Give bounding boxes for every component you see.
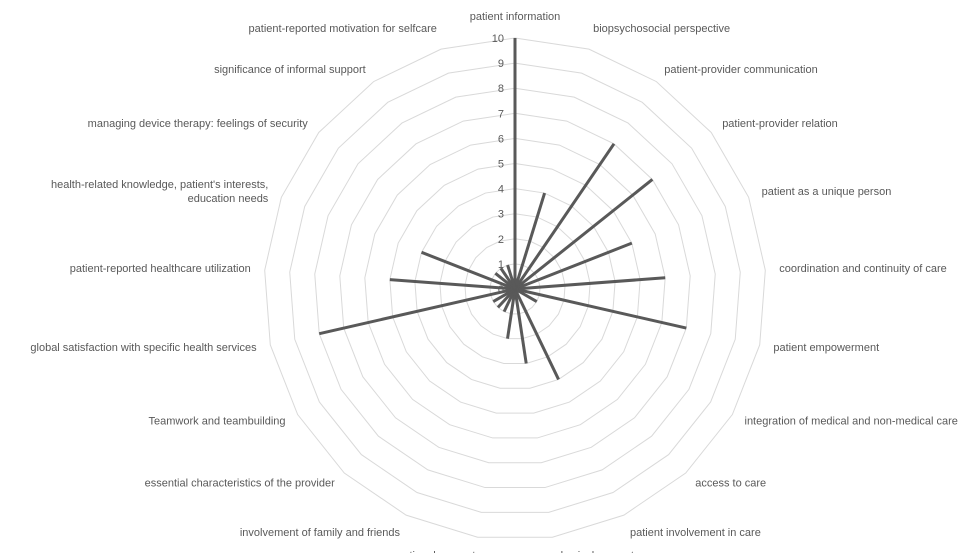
category-label-line: integration of medical and non-medical c… — [745, 416, 958, 428]
grid-ring — [339, 112, 691, 464]
category-label-line: patient as a unique person — [762, 186, 892, 198]
category-label-line: managing device therapy: feelings of sec… — [88, 118, 309, 130]
category-label: patient-reported motivation for selfcare — [249, 23, 437, 35]
grid-ring — [364, 137, 666, 439]
grid-ring — [464, 238, 566, 340]
category-label: involvement of family and friends — [240, 527, 401, 539]
category-label-line: physical support — [555, 550, 635, 553]
data-spoke — [514, 276, 666, 291]
radar-grid — [264, 37, 766, 538]
data-spoke — [514, 241, 633, 291]
category-label-line: Teamwork and teambuilding — [149, 416, 286, 428]
data-spoke — [513, 142, 616, 290]
data-spokes — [318, 38, 687, 381]
tick-label: 0 — [498, 284, 504, 296]
category-label: integration of medical and non-medical c… — [745, 416, 958, 428]
grid-ring — [414, 188, 616, 389]
category-label-line: patient information — [470, 11, 561, 23]
category-label: significance of informal support — [214, 64, 366, 76]
tick-label: 6 — [498, 133, 504, 145]
category-label: patient information — [470, 11, 561, 23]
category-label-line: biopsychosocial perspective — [593, 23, 730, 35]
category-label: health-related knowledge, patient's inte… — [51, 179, 269, 205]
category-label: patient as a unique person — [762, 186, 892, 198]
category-label: patient-reported healthcare utilization — [70, 263, 251, 275]
tick-label: 8 — [498, 83, 504, 95]
data-spoke — [514, 287, 687, 330]
category-label-line: essential characteristics of the provide… — [145, 477, 335, 489]
data-spoke — [389, 278, 516, 291]
radial-tick-labels: 0 1 2 3 4 5 6 7 8 9 10 — [492, 33, 504, 296]
tick-label: 2 — [498, 234, 504, 246]
tick-label: 4 — [498, 184, 504, 196]
category-label-line: coordination and continuity of care — [779, 263, 947, 275]
grid-ring — [439, 213, 591, 364]
data-spoke — [513, 288, 560, 381]
category-label: patient-provider relation — [722, 118, 838, 130]
data-spoke — [506, 264, 517, 290]
grid-ring — [314, 87, 716, 489]
category-label: biopsychosocial perspective — [593, 23, 730, 35]
category-label: physical support — [555, 550, 635, 553]
category-label: emotional support — [388, 550, 475, 553]
tick-label: 5 — [498, 159, 504, 171]
tick-label: 7 — [498, 108, 504, 120]
category-label-line: health-related knowledge, patient's inte… — [51, 179, 268, 191]
category-label: global satisfaction with specific health… — [30, 342, 257, 354]
data-spoke — [506, 288, 517, 339]
data-spoke — [513, 192, 547, 290]
category-label: essential characteristics of the provide… — [145, 477, 335, 489]
data-spoke — [514, 287, 538, 303]
category-label-line: patient-reported healthcare utilization — [70, 263, 251, 275]
data-spoke — [420, 250, 516, 291]
category-label: managing device therapy: feelings of sec… — [88, 118, 309, 130]
data-spoke — [513, 288, 528, 364]
category-label-line: patient-provider relation — [722, 118, 838, 130]
category-label-line: patient-reported motivation for selfcare — [249, 23, 437, 35]
tick-label: 1 — [498, 259, 504, 271]
category-labels: patient information biopsychosocial persp… — [30, 11, 958, 553]
category-label-line: global satisfaction with specific health… — [30, 342, 257, 354]
grid-ring — [489, 263, 541, 315]
category-label: access to care — [695, 477, 766, 489]
category-label-line: access to care — [695, 477, 766, 489]
tick-label: 3 — [498, 209, 504, 221]
grid-ring — [389, 162, 641, 414]
category-label: patient-provider communication — [664, 64, 817, 76]
category-label-line: involvement of family and friends — [240, 527, 401, 539]
category-label-line: significance of informal support — [214, 64, 366, 76]
grid-ring — [264, 37, 766, 538]
grid-ring — [289, 62, 741, 513]
tick-label: 9 — [498, 58, 504, 70]
category-label-line: emotional support — [388, 550, 475, 553]
category-label: patient involvement in care — [630, 527, 761, 539]
data-spoke — [318, 287, 516, 336]
category-label: Teamwork and teambuilding — [149, 416, 286, 428]
category-label: coordination and continuity of care — [779, 263, 947, 275]
category-label: patient empowerment — [773, 342, 879, 354]
data-spoke — [514, 178, 654, 291]
category-label-line: patient empowerment — [773, 342, 879, 354]
category-label-line: patient involvement in care — [630, 527, 761, 539]
category-label-line: patient-provider communication — [664, 64, 817, 76]
tick-label: 10 — [492, 33, 504, 45]
category-label-line: education needs — [188, 193, 269, 205]
